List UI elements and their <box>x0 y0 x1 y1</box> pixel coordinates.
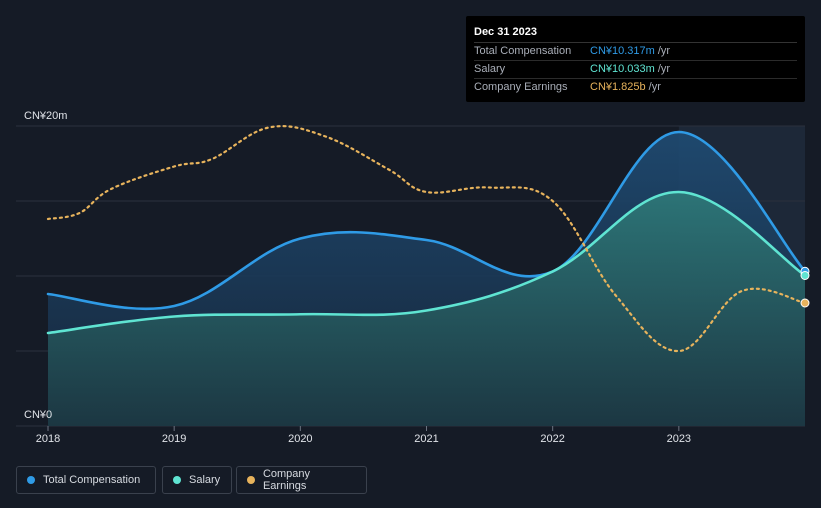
legend-dot-icon <box>27 476 35 484</box>
legend-salary[interactable]: Salary <box>162 466 232 494</box>
legend-dot-icon <box>173 476 181 484</box>
x-tick-label: 2020 <box>288 433 312 445</box>
tooltip-row-earnings: Company Earnings CN¥1.825b /yr <box>474 79 797 96</box>
salary-line <box>46 190 807 335</box>
tooltip-unit: /yr <box>648 81 661 93</box>
tooltip-unit: /yr <box>657 45 671 57</box>
tooltip-label: Salary <box>474 63 506 75</box>
tooltip-row-salary: Salary CN¥10.033m /yr <box>474 61 797 79</box>
x-tick-label: 2021 <box>414 433 438 445</box>
tooltip-unit: /yr <box>657 63 671 75</box>
legend-total-compensation[interactable]: Total Compensation <box>16 466 156 494</box>
x-tick-label: 2023 <box>667 433 691 445</box>
legend-dot-icon <box>247 476 255 484</box>
hover-tooltip: Dec 31 2023 Total Compensation CN¥10.317… <box>466 16 805 102</box>
legend-label: Total Compensation <box>43 474 141 486</box>
x-tick-label: 2022 <box>540 433 564 445</box>
legend-label: Company Earnings <box>262 468 311 492</box>
tooltip-value: CN¥1.825b <box>590 81 646 93</box>
tooltip-value: CN¥10.033m <box>590 63 655 75</box>
salary-area <box>48 191 805 426</box>
tooltip-date: Dec 31 2023 <box>474 22 797 43</box>
tooltip-value: CN¥10.317m <box>590 45 655 57</box>
y-axis-label-max: CN¥20m <box>24 110 67 122</box>
legend-company-earnings[interactable]: Company Earnings <box>236 466 367 494</box>
y-axis-label-zero: CN¥0 <box>24 409 52 421</box>
earnings-line <box>46 125 807 353</box>
total-line <box>46 130 807 311</box>
legend-label: Salary <box>189 474 221 486</box>
x-tick-label: 2019 <box>162 433 186 445</box>
tooltip-row-total: Total Compensation CN¥10.317m /yr <box>474 43 797 61</box>
salary-end-marker <box>800 271 810 281</box>
earnings-end-marker <box>800 298 810 308</box>
x-tick-label: 2018 <box>36 433 60 445</box>
tooltip-label: Total Compensation <box>474 45 572 57</box>
tooltip-label: Company Earnings <box>474 81 568 93</box>
